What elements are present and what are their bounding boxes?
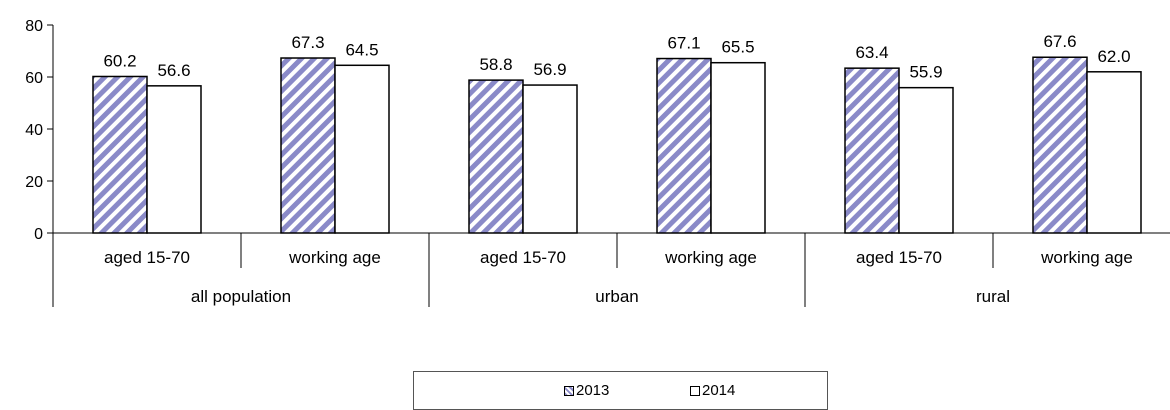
legend-label-2014: 2014 — [702, 382, 736, 399]
data-label-2013: 60.2 — [103, 51, 136, 70]
y-tick-label: 0 — [34, 226, 43, 243]
data-label-2013: 63.4 — [855, 43, 888, 62]
bar-2014 — [710, 61, 766, 234]
bar-2013 — [844, 67, 900, 234]
data-label-2014: 55.9 — [909, 63, 942, 82]
bar-2013 — [656, 57, 712, 234]
group-label: rural — [976, 287, 1010, 306]
y-tick-label: 80 — [25, 18, 43, 35]
bar-2014 — [334, 64, 390, 234]
data-label-2014: 56.9 — [533, 60, 566, 79]
data-label-2013: 67.1 — [667, 34, 700, 53]
bar-2013 — [280, 57, 336, 234]
bar-2013 — [468, 79, 524, 234]
bar-2014 — [146, 85, 202, 234]
category-label: working age — [288, 248, 381, 267]
legend-swatch-2014 — [690, 385, 700, 396]
data-label-2013: 67.3 — [291, 33, 324, 52]
category-label: working age — [1040, 248, 1133, 267]
group-label: all population — [191, 287, 291, 306]
legend: 2013 2014 — [413, 371, 828, 410]
legend-item-2014: 2014 — [690, 382, 735, 399]
data-label-2013: 67.6 — [1043, 32, 1076, 51]
legend-swatch-2013 — [564, 385, 574, 396]
legend-item-2013: 2013 — [564, 382, 609, 399]
y-tick-label: 60 — [25, 70, 43, 87]
y-tick-label: 20 — [25, 174, 43, 191]
data-label-2014: 64.5 — [345, 40, 378, 59]
data-label-2014: 65.5 — [721, 38, 754, 57]
bar-2014 — [898, 86, 954, 234]
category-label: working age — [664, 248, 757, 267]
y-tick-label: 40 — [25, 122, 43, 139]
bar-2014 — [522, 84, 578, 234]
data-label-2014: 56.6 — [157, 61, 190, 80]
category-label: aged 15-70 — [480, 248, 566, 267]
legend-label-2013: 2013 — [576, 382, 610, 399]
data-label-2013: 58.8 — [479, 55, 512, 74]
data-label-2014: 62.0 — [1097, 47, 1130, 66]
category-label: aged 15-70 — [856, 248, 942, 267]
bar-2013 — [92, 75, 148, 234]
category-label: aged 15-70 — [104, 248, 190, 267]
bar-2013 — [1032, 56, 1088, 234]
bar-2014 — [1086, 71, 1142, 234]
group-label: urban — [595, 287, 638, 306]
